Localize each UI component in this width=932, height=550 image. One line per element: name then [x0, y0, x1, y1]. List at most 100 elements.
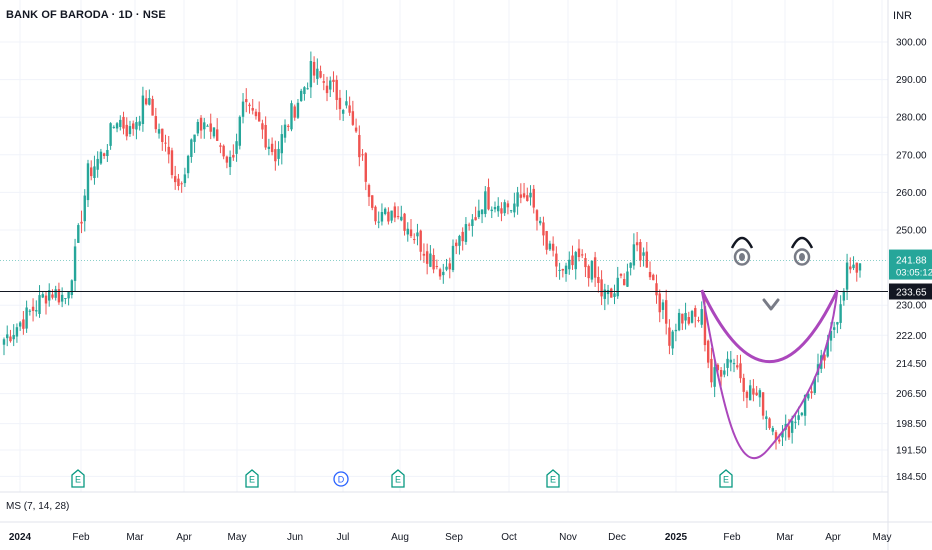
- candle-body: [351, 111, 355, 125]
- candle-body: [658, 293, 661, 313]
- price-axis[interactable]: 300.00 290.00 280.00 270.00 260.00 250.00 230.…: [896, 38, 927, 483]
- candle-body: [616, 277, 619, 297]
- candle-body: [267, 146, 271, 149]
- last-price-label: 241.88: [896, 256, 927, 267]
- x-tick-label: Aug: [391, 532, 409, 543]
- earnings-event-badge[interactable]: [71, 469, 85, 488]
- candle-body: [329, 80, 332, 90]
- candle-body: [671, 331, 674, 349]
- candles-layer: [2, 51, 862, 450]
- candle-body: [516, 192, 519, 207]
- candle-body: [716, 364, 720, 371]
- candle-body: [86, 163, 90, 201]
- candle-body: [771, 428, 774, 432]
- candle-body: [190, 139, 193, 157]
- x-tick-label: 2024: [9, 532, 32, 543]
- level-price-label: 233.65: [896, 288, 927, 299]
- candle-body: [199, 117, 203, 131]
- candle-body: [723, 370, 726, 375]
- cup-curve-deep[interactable]: [700, 290, 839, 459]
- indicator-label[interactable]: MS (7, 14, 28): [6, 501, 70, 512]
- candle-body: [732, 363, 736, 365]
- candle-body: [849, 266, 852, 270]
- candle-body: [232, 155, 235, 158]
- candle-body: [115, 123, 119, 129]
- earnings-event-badge[interactable]: [719, 469, 733, 488]
- candle-body: [51, 294, 54, 298]
- candle-body: [274, 149, 277, 162]
- eye-pupil: [799, 253, 805, 261]
- cup-curve-shallow[interactable]: [700, 289, 839, 363]
- candle-body: [293, 106, 296, 118]
- candle-body: [545, 231, 548, 250]
- candle-body: [9, 336, 12, 342]
- dividend-event-badge[interactable]: [333, 471, 349, 487]
- currency-label[interactable]: INR: [893, 10, 912, 22]
- candle-body: [687, 317, 690, 324]
- last-price-badge: [889, 249, 932, 280]
- candle-body: [70, 280, 74, 295]
- candle-body: [112, 126, 116, 128]
- candle-body: [41, 294, 44, 298]
- candle-body: [736, 365, 739, 368]
- y-tick-label: 184.50: [896, 472, 927, 483]
- earnings-event-badge[interactable]: [391, 469, 405, 488]
- eyebrow: [790, 236, 814, 249]
- candle-body: [729, 359, 732, 363]
- earnings-event-badge[interactable]: [546, 469, 560, 488]
- y-tick-label: 280.00: [896, 113, 927, 124]
- y-tick-label: 214.50: [896, 359, 927, 370]
- candle-body: [390, 210, 393, 221]
- chart-title: BANK OF BARODA · 1D · NSE: [6, 9, 166, 21]
- candle-body: [626, 271, 629, 287]
- event-badge-label: E: [395, 475, 401, 485]
- candle-body: [664, 300, 668, 324]
- candle-body: [358, 135, 361, 158]
- candle-body: [60, 294, 64, 302]
- candle-body: [610, 288, 613, 298]
- candle-body: [778, 439, 781, 442]
- candle-body: [183, 174, 187, 184]
- candle-body: [109, 123, 112, 146]
- candle-body: [500, 208, 503, 214]
- candle-body: [119, 119, 122, 127]
- candle-body: [122, 116, 125, 129]
- candle-body: [832, 327, 836, 330]
- pattern-annotations[interactable]: [0, 236, 888, 459]
- candle-body: [761, 392, 765, 416]
- candle-body: [254, 111, 258, 117]
- candle-body: [477, 210, 481, 218]
- candle-body: [803, 394, 807, 416]
- candle-body: [38, 295, 41, 314]
- candle-body: [519, 194, 523, 198]
- candle-body: [661, 302, 665, 310]
- candle-body: [652, 274, 655, 281]
- x-tick-label: Apr: [176, 532, 192, 543]
- candle-body: [642, 252, 645, 256]
- x-tick-label: Mar: [126, 532, 144, 543]
- candle-body: [448, 263, 451, 270]
- candle-body: [603, 289, 607, 299]
- time-axis[interactable]: 2024 Feb Mar Apr May Jun Jul Aug Sep Oct Nov Dec 202…: [9, 532, 892, 543]
- candle-body: [28, 310, 32, 312]
- candle-body: [251, 107, 254, 111]
- x-tick-label: Sep: [445, 532, 463, 543]
- candle-body: [710, 358, 713, 383]
- candle-body: [513, 203, 516, 213]
- candle-body: [73, 246, 77, 281]
- candle-body: [574, 252, 577, 270]
- earnings-event-badge[interactable]: [245, 469, 259, 488]
- candle-body: [225, 156, 229, 163]
- candle-body: [742, 377, 745, 392]
- x-tick-label: Jun: [287, 532, 303, 543]
- candle-body: [345, 101, 348, 106]
- candle-body: [138, 121, 141, 126]
- candle-body: [144, 98, 148, 105]
- candle-body: [794, 421, 797, 423]
- eye: [733, 248, 751, 266]
- eye: [793, 248, 811, 266]
- y-tick-label: 290.00: [896, 75, 927, 86]
